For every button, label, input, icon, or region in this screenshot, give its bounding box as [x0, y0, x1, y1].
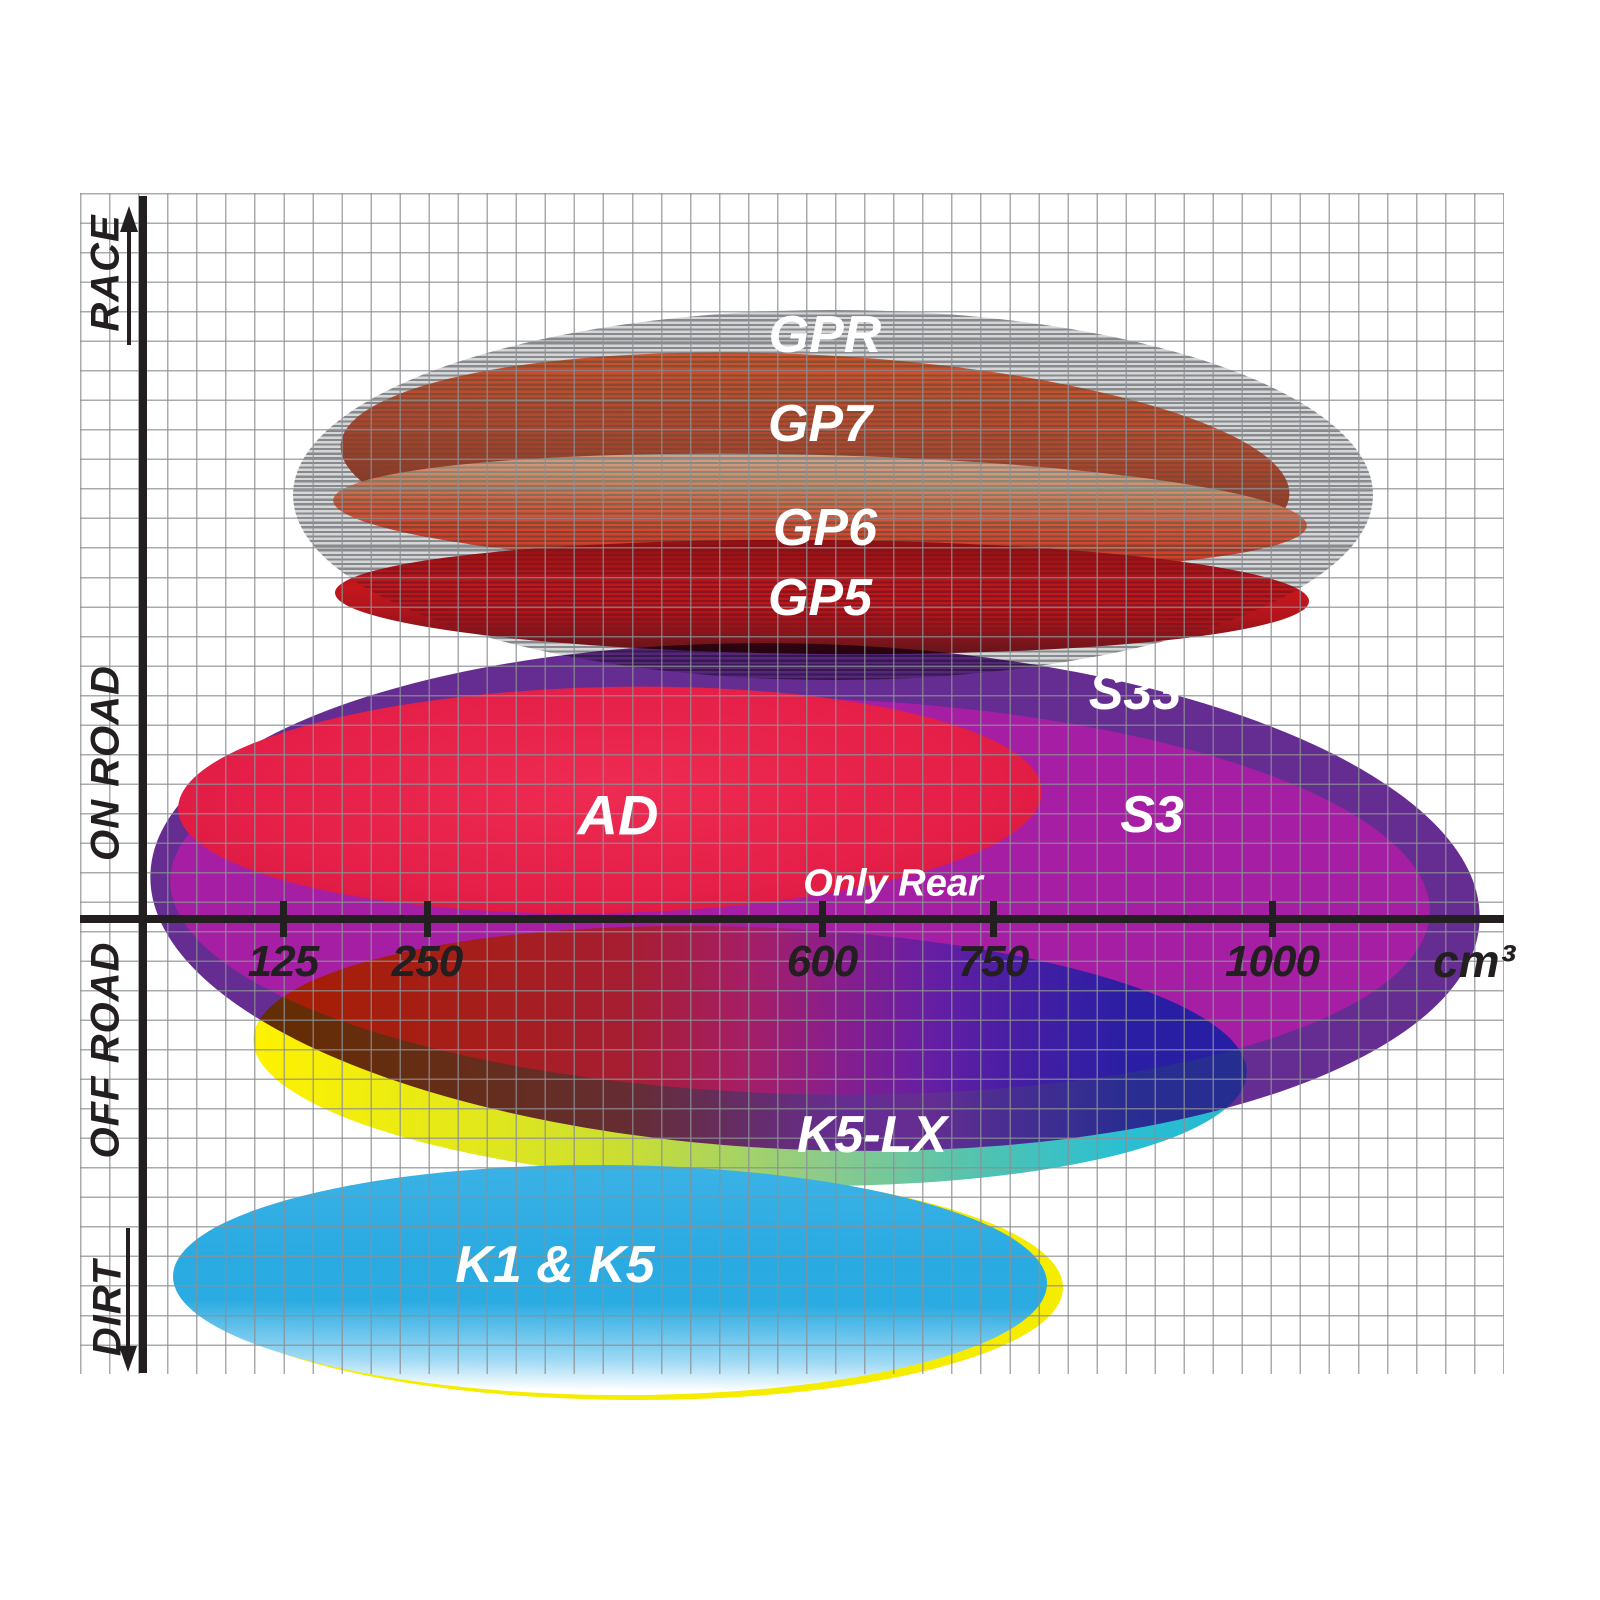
x-tick-label-125: 125: [247, 937, 319, 986]
ad-label: AD: [577, 783, 659, 847]
y-axis-label-off-road: OFF ROAD: [83, 941, 128, 1159]
x-tick-250: [423, 901, 431, 937]
gp7-label: GP7: [767, 395, 873, 453]
x-tick-label-750: 750: [957, 937, 1029, 986]
only-rear-annotation: Only Rear: [803, 862, 983, 905]
race-arrow-up-icon: [120, 206, 138, 232]
dirt-arrow-down-icon: [119, 1346, 137, 1372]
s3-label: S3: [1120, 786, 1184, 844]
x-tick-label-250: 250: [391, 937, 463, 986]
dirt-arrow-down-shaft-icon: [126, 1228, 130, 1346]
x-tick-label-1000: 1000: [1225, 937, 1320, 986]
y-axis-label-on-road: ON ROAD: [83, 665, 128, 861]
x-tick-125: [279, 901, 287, 937]
race-arrow-up-shaft-icon: [127, 230, 131, 345]
x-tick-750: [989, 901, 997, 937]
gp6-label: GP6: [772, 499, 878, 557]
x-tick-600: [818, 901, 826, 937]
y-axis-line: [139, 196, 147, 1373]
x-tick-1000: [1268, 901, 1276, 937]
x-axis-line: [80, 915, 1504, 923]
k1k5-label: K1 & K5: [455, 1236, 655, 1294]
x-tick-label-600: 600: [786, 937, 858, 986]
k5lx-label: K5-LX: [796, 1106, 948, 1164]
s33-label: S33: [1088, 663, 1182, 721]
x-axis-unit-label: cm³: [1433, 935, 1515, 987]
gpr-label: GPR: [768, 306, 882, 364]
y-axis-label-race: RACE: [83, 214, 128, 332]
gp5-label: GP5: [767, 569, 873, 627]
y-axis-label-dirt: DIRT: [85, 1259, 130, 1357]
